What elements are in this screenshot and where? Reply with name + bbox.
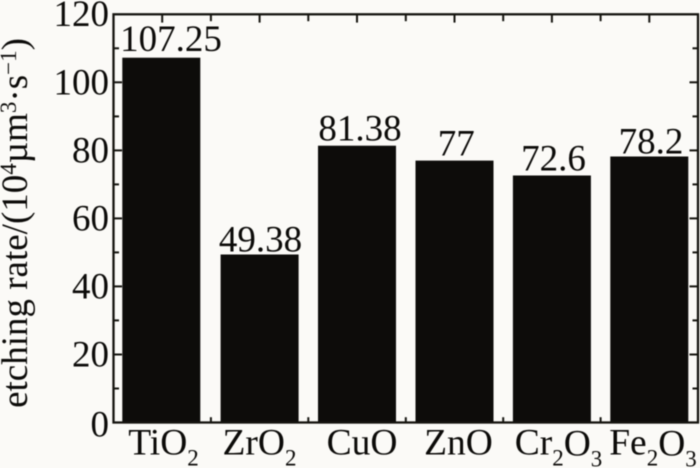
svg-text:Cr2O3: Cr2O3 <box>515 423 603 468</box>
svg-text:107.25: 107.25 <box>120 19 222 60</box>
svg-text:ZnO: ZnO <box>424 423 493 464</box>
svg-text:etching rate/(104µm3·s−1): etching rate/(104µm3·s−1) <box>0 38 36 408</box>
svg-text:CuO: CuO <box>327 423 398 464</box>
svg-text:60: 60 <box>72 199 109 240</box>
svg-text:20: 20 <box>72 335 109 376</box>
svg-text:80: 80 <box>72 131 109 172</box>
svg-text:TiO2: TiO2 <box>128 423 199 468</box>
svg-text:40: 40 <box>72 267 109 308</box>
svg-text:49.38: 49.38 <box>219 220 302 261</box>
svg-text:81.38: 81.38 <box>318 109 401 150</box>
svg-text:77: 77 <box>438 124 475 165</box>
svg-text:100: 100 <box>54 63 110 104</box>
svg-text:120: 120 <box>54 0 110 35</box>
svg-text:72.6: 72.6 <box>521 139 586 180</box>
svg-text:78.2: 78.2 <box>619 121 684 162</box>
svg-text:0: 0 <box>91 404 110 445</box>
svg-text:ZrO2: ZrO2 <box>223 423 297 468</box>
